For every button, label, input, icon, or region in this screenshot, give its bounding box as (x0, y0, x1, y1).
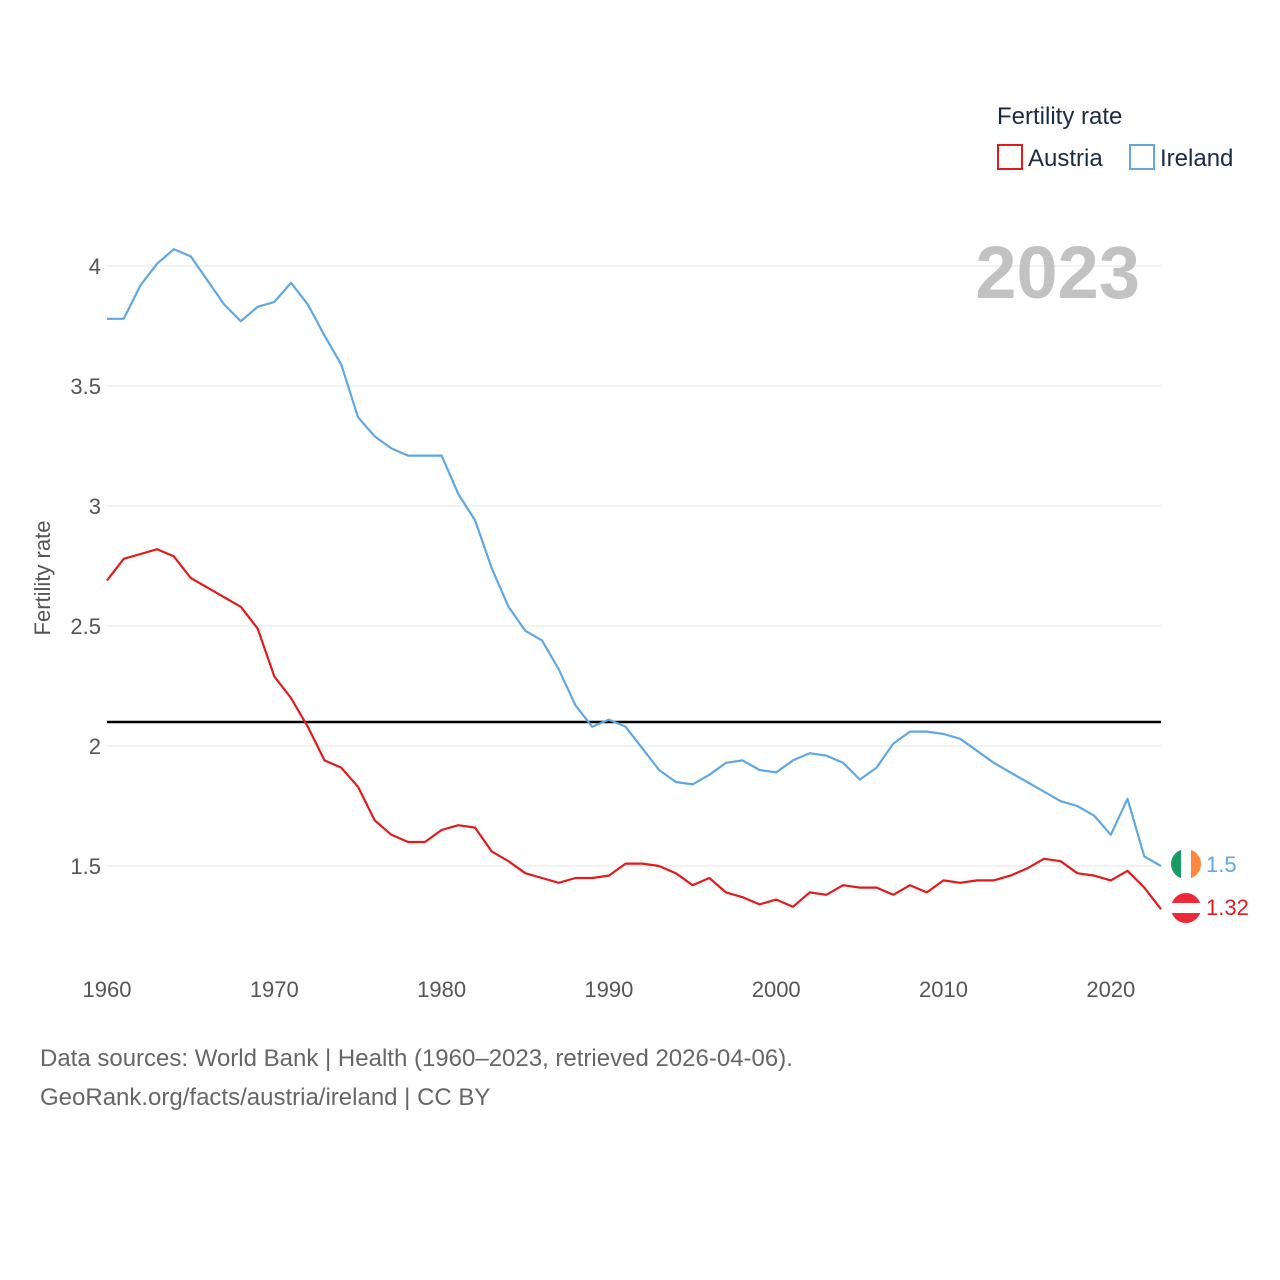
legend-label-austria: Austria (1028, 145, 1103, 172)
y-tick-label: 3.5 (70, 374, 101, 399)
y-tick-label: 1.5 (70, 854, 101, 879)
year-label: 2023 (975, 231, 1140, 314)
legend-title: Fertility rate (997, 103, 1122, 130)
legend-swatch-austria (997, 144, 1023, 170)
end-label-austria: 1.32 (1206, 895, 1249, 920)
source-line-2: GeoRank.org/facts/austria/ireland | CC B… (40, 1084, 491, 1111)
x-tick-label: 1960 (83, 977, 132, 1002)
flag-ireland-icon (1171, 849, 1201, 879)
series-line-ireland (107, 248, 1162, 867)
y-tick-label: 2.5 (70, 614, 101, 639)
legend: Fertility rate Austria Ireland (997, 103, 1233, 172)
flag-austria-icon (1171, 893, 1201, 923)
series-lines (106, 248, 1162, 910)
y-axis-title: Fertility rate (30, 521, 55, 636)
x-tick-label: 1970 (250, 977, 299, 1002)
gridlines (107, 265, 1161, 867)
legend-swatch-ireland (1129, 144, 1155, 170)
x-tick-label: 2020 (1086, 977, 1135, 1002)
x-tick-label: 2010 (919, 977, 968, 1002)
y-tick-label: 2 (89, 734, 101, 759)
series-line-austria (106, 548, 1162, 910)
end-label-ireland: 1.5 (1206, 852, 1237, 877)
y-tick-label: 4 (89, 254, 101, 279)
source-line-1: Data sources: World Bank | Health (1960–… (40, 1045, 793, 1072)
legend-label-ireland: Ireland (1160, 145, 1233, 172)
x-axis-ticks: 1960 1970 1980 1990 2000 2010 2020 (83, 977, 1136, 1002)
x-tick-label: 2000 (752, 977, 801, 1002)
x-tick-label: 1980 (417, 977, 466, 1002)
y-axis-ticks: 1.5 2 2.5 3 3.5 4 (70, 254, 101, 879)
x-tick-label: 1990 (584, 977, 633, 1002)
y-tick-label: 3 (89, 494, 101, 519)
